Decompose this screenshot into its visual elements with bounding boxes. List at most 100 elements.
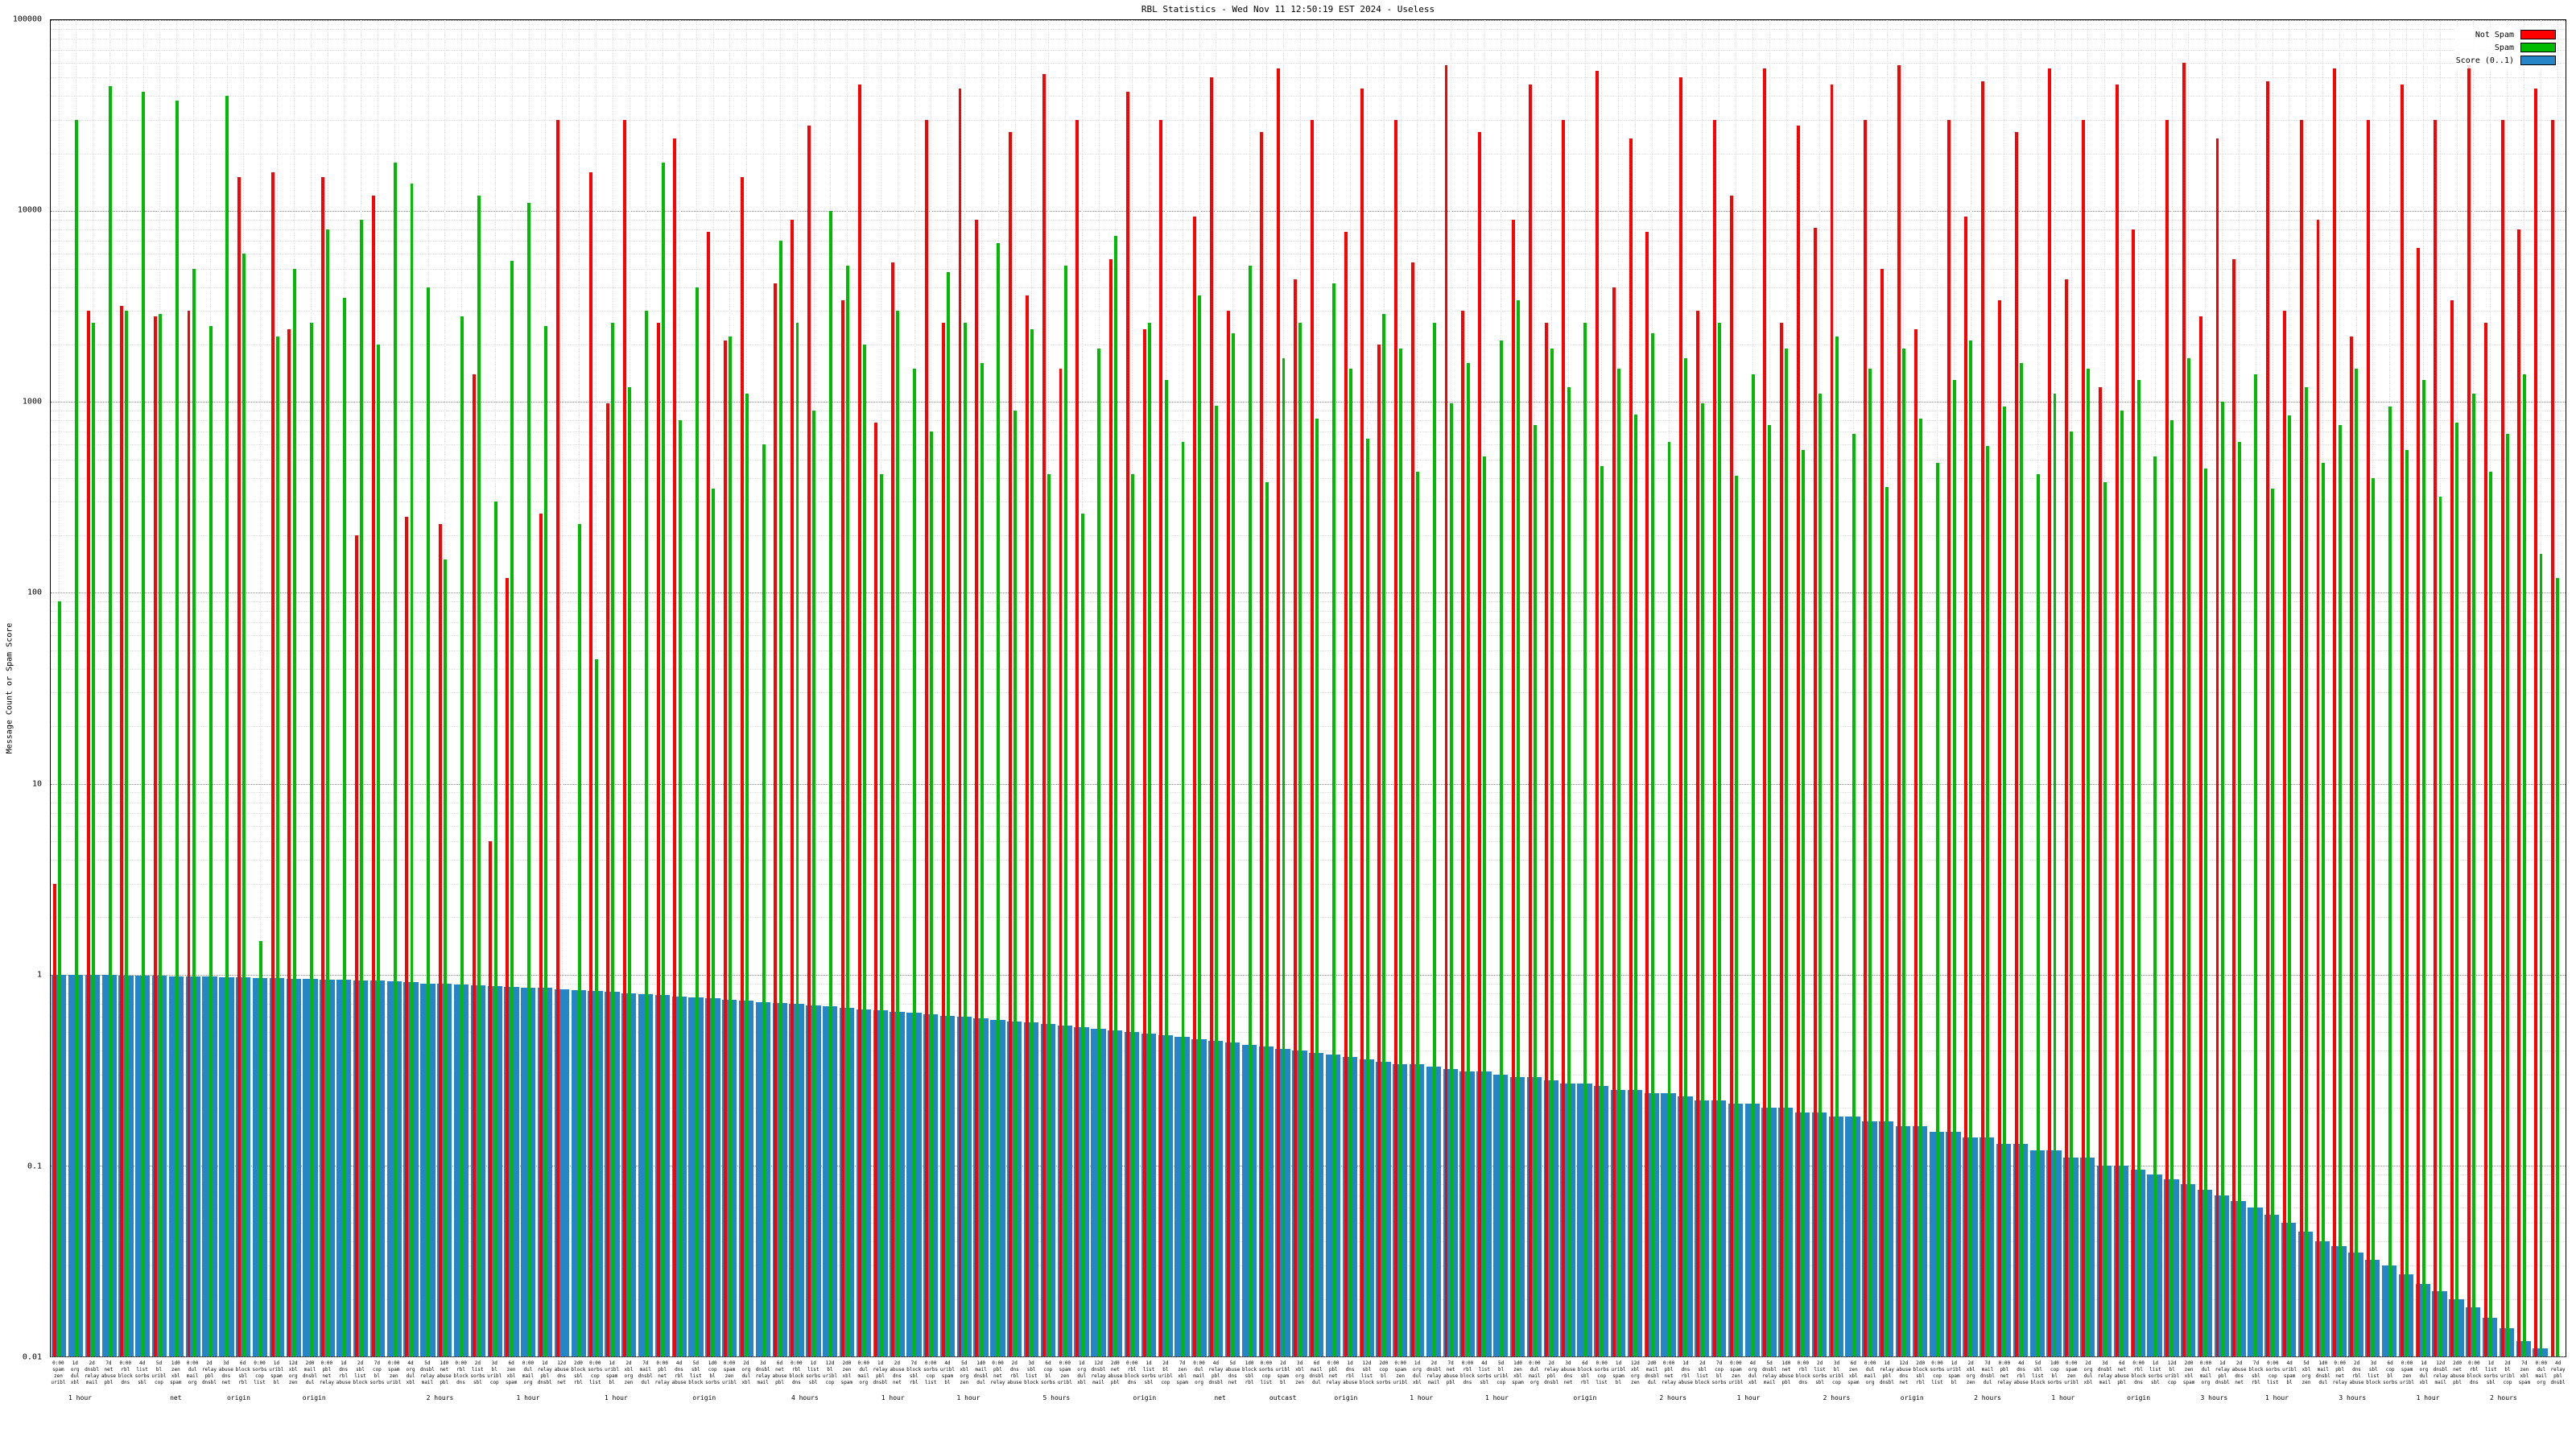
x-name-label: block — [2248, 1367, 2264, 1373]
x-name-label: abuse — [2013, 1380, 2029, 1385]
bar-cluster — [989, 20, 1006, 1356]
bar-spam — [108, 86, 112, 1356]
x-tick-label: 0:00 — [320, 1360, 333, 1366]
x-name-label: bl — [1615, 1380, 1622, 1385]
x-name-label: dns — [1228, 1373, 1237, 1379]
bar-cluster — [1158, 20, 1174, 1356]
x-tick-label: 0:00 — [656, 1360, 668, 1366]
bar-not-spam — [1729, 196, 1733, 1356]
bar-cluster — [2465, 20, 2482, 1356]
x-name-label: dns — [1681, 1367, 1690, 1373]
x-name-label: org — [2537, 1380, 2546, 1385]
x-name-label: dul — [2537, 1367, 2546, 1373]
x-name-label: relay — [2433, 1373, 2448, 1379]
x-name-label: pbl — [2218, 1373, 2227, 1379]
bar-cluster — [2482, 20, 2499, 1356]
bar-cluster — [2398, 20, 2415, 1356]
x-tick-label: 12d — [1094, 1360, 1103, 1366]
x-name-label: spam — [270, 1373, 283, 1379]
x-tick-label: 7d — [374, 1360, 380, 1366]
bar-spam — [913, 368, 917, 1356]
x-name-label: sorbs — [252, 1367, 267, 1373]
x-name-label: relay — [2215, 1367, 2230, 1373]
x-tick-label: 4d — [1749, 1360, 1756, 1366]
x-name-label: dnsbl — [1879, 1380, 1894, 1385]
bar-spam — [410, 183, 414, 1356]
bar-spam — [2103, 481, 2107, 1356]
x-name-label: dns — [1009, 1367, 1019, 1373]
x-name-label: sbl — [691, 1367, 700, 1373]
bar-spam — [2053, 394, 2057, 1356]
bar-not-spam — [1260, 131, 1264, 1356]
bar-spam — [980, 362, 984, 1356]
x-tick-label: 3d — [760, 1360, 766, 1366]
x-name-label: pbl — [1328, 1367, 1338, 1373]
bar-spam — [544, 325, 548, 1356]
bar-spam — [343, 298, 347, 1356]
bar-spam — [2338, 424, 2342, 1356]
gridline-minor — [51, 622, 2566, 624]
x-name-label: pbl — [1211, 1373, 1220, 1379]
x-name-label: zen — [2066, 1373, 2076, 1379]
x-tick-label: 4d — [2554, 1360, 2562, 1366]
bar-not-spam — [1294, 279, 1298, 1356]
bar-not-spam — [874, 422, 878, 1356]
bar-not-spam — [1595, 71, 1599, 1356]
bar-not-spam — [354, 535, 358, 1356]
bar-spam — [2539, 554, 2543, 1356]
x-name-label: dul — [1530, 1367, 1539, 1373]
x-name-label: dns — [557, 1373, 567, 1379]
bar-spam — [1331, 283, 1335, 1356]
x-name-label: dns — [339, 1367, 349, 1373]
gridline-minor — [51, 229, 2566, 231]
x-name-label: rbl — [574, 1380, 583, 1385]
x-tick-label: 3d — [491, 1360, 497, 1366]
bar-cluster — [1274, 20, 1291, 1356]
bar-not-spam — [2232, 258, 2236, 1356]
x-hour-label: 1 hour — [881, 1394, 905, 1402]
gridline-vertical — [260, 20, 262, 1356]
bar-cluster — [1895, 20, 1912, 1356]
bar-cluster — [402, 20, 419, 1356]
bar-spam — [1013, 411, 1018, 1356]
bar-cluster — [755, 20, 772, 1356]
x-name-label: pbl — [2335, 1367, 2345, 1373]
x-tick-label: 12d — [1630, 1360, 1640, 1366]
bar-spam — [762, 444, 766, 1356]
x-name-label: pbl — [204, 1373, 214, 1379]
bar-not-spam — [941, 322, 945, 1356]
bar-cluster — [2046, 20, 2062, 1356]
x-name-label: abuse — [772, 1373, 787, 1379]
bar-spam — [2304, 386, 2308, 1356]
bar-spam — [1986, 445, 1990, 1356]
x-name-label: uribl — [1728, 1380, 1744, 1385]
bar-cluster — [1426, 20, 1443, 1356]
x-name-label: org — [2301, 1373, 2311, 1379]
x-name-label: dns — [675, 1367, 683, 1373]
x-name-label: cop — [708, 1367, 717, 1373]
x-hour-label: outcast — [1269, 1394, 1297, 1402]
x-name-label: block — [1795, 1373, 1810, 1379]
bar-spam — [862, 344, 866, 1356]
bar-spam — [896, 311, 900, 1356]
legend-swatch-spam — [2520, 43, 2556, 52]
x-name-label: uribl — [1158, 1373, 1173, 1379]
bar-cluster — [1711, 20, 1728, 1356]
x-name-label: dul — [2318, 1380, 2328, 1385]
bar-cluster — [2029, 20, 2046, 1356]
x-tick-label: 3d — [1565, 1360, 1571, 1366]
x-name-label: list — [2267, 1380, 2279, 1385]
x-name-label: mail — [1529, 1373, 1541, 1379]
bar-not-spam — [1193, 216, 1197, 1356]
bar-spam — [1734, 476, 1738, 1356]
x-name-label: relay — [319, 1380, 334, 1385]
x-hour-label: origin — [1334, 1394, 1358, 1402]
bar-spam — [2472, 394, 2476, 1356]
x-name-label: spam — [52, 1367, 64, 1373]
bar-not-spam — [1075, 120, 1080, 1356]
bar-cluster — [1728, 20, 1744, 1356]
bar-spam — [1248, 265, 1252, 1356]
x-hour-label: origin — [692, 1394, 716, 1402]
x-name-label: dul — [523, 1367, 533, 1373]
bar-cluster — [386, 20, 403, 1356]
